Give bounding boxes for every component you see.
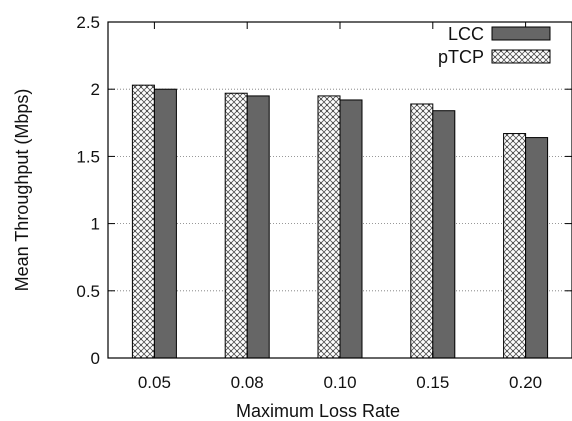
legend-label-lcc: LCC xyxy=(448,24,484,44)
y-axis-title: Mean Throughput (Mbps) xyxy=(12,89,32,292)
bar-lcc-0.05 xyxy=(153,88,177,359)
bar-ptcp-0.15 xyxy=(410,103,434,359)
x-axis: 0.05 0.08 0.10 0.15 0.20 xyxy=(138,22,542,392)
x-tick-label: 0.20 xyxy=(509,373,542,392)
y-tick-label: 0.5 xyxy=(76,282,100,301)
x-tick-label: 0.10 xyxy=(323,373,356,392)
bar-lcc-0.08 xyxy=(246,95,270,359)
legend-label-ptcp: pTCP xyxy=(438,47,484,67)
bar-lcc-0.10 xyxy=(339,99,363,359)
bar-lcc-0.20 xyxy=(525,137,549,359)
legend-swatch-lcc xyxy=(491,26,551,41)
y-tick-label: 1 xyxy=(91,215,100,234)
bar-ptcp-0.08 xyxy=(224,92,248,359)
y-tick-label: 1.5 xyxy=(76,147,100,166)
bar-ptcp-0.10 xyxy=(317,95,341,359)
y-tick-label: 2.5 xyxy=(76,13,100,32)
bar-ptcp-0.05 xyxy=(131,84,155,359)
y-tick-label: 0 xyxy=(91,349,100,368)
x-tick-label: 0.08 xyxy=(231,373,264,392)
bar-ptcp-0.20 xyxy=(503,133,527,359)
bar-lcc-0.15 xyxy=(432,110,456,359)
y-axis: 0 0.5 1 1.5 2 2.5 xyxy=(76,13,572,368)
x-tick-label: 0.05 xyxy=(138,373,171,392)
x-tick-label: 0.15 xyxy=(416,373,449,392)
y-tick-label: 2 xyxy=(91,80,100,99)
bars xyxy=(131,84,549,359)
legend-swatch-ptcp xyxy=(491,49,551,64)
x-axis-title: Maximum Loss Rate xyxy=(236,401,400,421)
legend: LCC pTCP xyxy=(438,24,551,67)
